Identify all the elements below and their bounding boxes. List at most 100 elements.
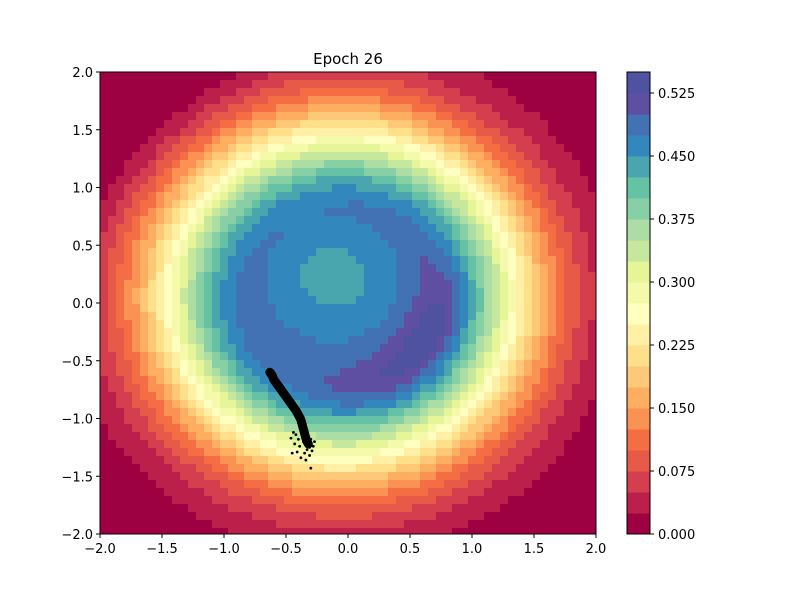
contour-cell — [588, 136, 596, 145]
contour-cell — [484, 264, 493, 273]
contour-cell — [372, 424, 381, 433]
contour-cell — [148, 408, 157, 417]
contour-cell — [268, 352, 277, 361]
contour-cell — [428, 176, 437, 185]
contour-cell — [444, 112, 453, 121]
contour-cell — [412, 528, 421, 534]
contour-cell — [444, 72, 453, 81]
contour-cell — [228, 72, 237, 81]
contour-cell — [396, 464, 405, 473]
contour-cell — [260, 352, 269, 361]
contour-cell — [548, 520, 557, 529]
contour-cell — [332, 528, 341, 534]
contour-cell — [180, 488, 189, 497]
contour-cell — [572, 296, 581, 305]
contour-cell — [348, 448, 357, 457]
contour-cell — [332, 344, 341, 353]
contour-cell — [572, 248, 581, 257]
contour-cell — [100, 160, 109, 169]
contour-cell — [268, 288, 277, 297]
contour-cell — [340, 488, 349, 497]
contour-cell — [116, 368, 125, 377]
contour-cell — [308, 256, 317, 265]
contour-cell — [180, 480, 189, 489]
contour-cell — [396, 168, 405, 177]
contour-cell — [220, 456, 229, 465]
contour-cell — [316, 424, 325, 433]
contour-cell — [572, 448, 581, 457]
contour-cell — [356, 392, 365, 401]
contour-cell — [332, 312, 341, 321]
contour-cell — [316, 352, 325, 361]
contour-cell — [412, 360, 421, 369]
contour-cell — [588, 128, 596, 137]
contour-cell — [100, 216, 109, 225]
contour-cell — [396, 456, 405, 465]
contour-cell — [172, 376, 181, 385]
contour-cell — [140, 280, 149, 289]
contour-cell — [404, 312, 413, 321]
contour-cell — [260, 440, 269, 449]
contour-cell — [148, 312, 157, 321]
contour-cell — [276, 256, 285, 265]
contour-cell — [580, 72, 589, 81]
contour-cell — [196, 104, 205, 113]
contour-cell — [196, 208, 205, 217]
contour-cell — [276, 480, 285, 489]
contour-cell — [372, 432, 381, 441]
contour-cell — [532, 264, 541, 273]
contour-cell — [428, 72, 437, 81]
contour-cell — [324, 128, 333, 137]
contour-cell — [340, 424, 349, 433]
contour-cell — [548, 408, 557, 417]
contour-cell — [460, 464, 469, 473]
contour-cell — [364, 264, 373, 273]
contour-cell — [108, 336, 117, 345]
contour-cell — [340, 496, 349, 505]
contour-cell — [564, 392, 573, 401]
contour-cell — [572, 400, 581, 409]
contour-cell — [428, 376, 437, 385]
contour-cell — [484, 240, 493, 249]
contour-cell — [372, 360, 381, 369]
contour-cell — [348, 152, 357, 161]
contour-cell — [404, 160, 413, 169]
contour-cell — [500, 256, 509, 265]
contour-cell — [372, 192, 381, 201]
contour-cell — [388, 352, 397, 361]
contour-cell — [324, 104, 333, 113]
contour-cell — [436, 416, 445, 425]
contour-cell — [188, 368, 197, 377]
contour-cell — [228, 416, 237, 425]
contour-cell — [364, 128, 373, 137]
contour-cell — [556, 328, 565, 337]
contour-cell — [124, 88, 133, 97]
contour-cell — [188, 440, 197, 449]
contour-cell — [252, 144, 261, 153]
contour-cell — [132, 168, 141, 177]
contour-cell — [220, 112, 229, 121]
contour-cell — [428, 296, 437, 305]
contour-cell — [548, 120, 557, 129]
contour-cell — [420, 464, 429, 473]
contour-cell — [588, 264, 596, 273]
contour-cell — [572, 184, 581, 193]
contour-cell — [324, 344, 333, 353]
contour-cell — [164, 240, 173, 249]
contour-cell — [532, 408, 541, 417]
contour-cell — [356, 304, 365, 313]
contour-cell — [500, 528, 509, 534]
contour-cell — [316, 264, 325, 273]
contour-cell — [212, 72, 221, 81]
contour-cell — [204, 376, 213, 385]
contour-cell — [324, 496, 333, 505]
contour-cell — [452, 168, 461, 177]
contour-cell — [468, 528, 477, 534]
contour-cell — [324, 304, 333, 313]
contour-cell — [548, 192, 557, 201]
contour-cell — [228, 480, 237, 489]
contour-cell — [108, 432, 117, 441]
contour-cell — [204, 392, 213, 401]
contour-cell — [476, 496, 485, 505]
contour-cell — [580, 344, 589, 353]
